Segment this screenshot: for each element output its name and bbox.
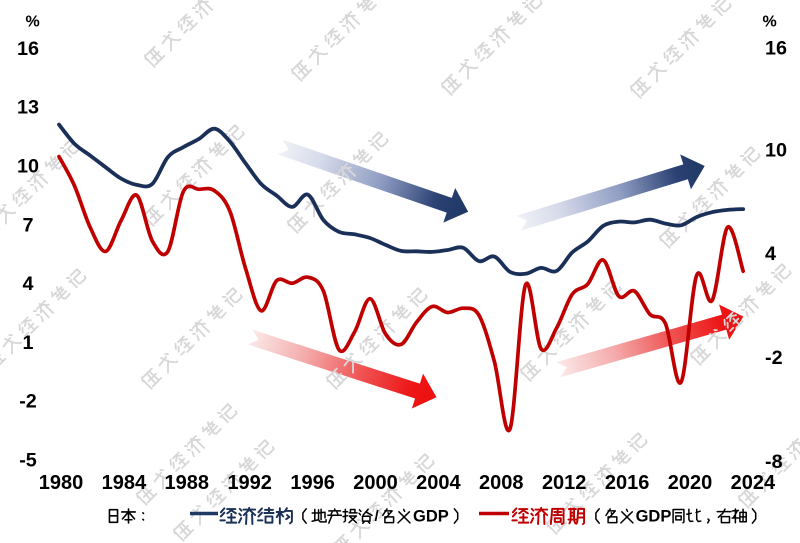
svg-text:10: 10 bbox=[17, 156, 39, 178]
svg-text:4: 4 bbox=[765, 243, 776, 265]
svg-text:1: 1 bbox=[22, 332, 33, 354]
svg-text:2012: 2012 bbox=[542, 472, 587, 494]
svg-text:GDP: GDP bbox=[636, 508, 672, 526]
svg-text:13: 13 bbox=[17, 97, 39, 119]
svg-text:2020: 2020 bbox=[668, 472, 713, 494]
svg-text:2016: 2016 bbox=[605, 472, 650, 494]
svg-text:-2: -2 bbox=[765, 347, 783, 369]
svg-text:10: 10 bbox=[765, 140, 787, 162]
svg-text:1984: 1984 bbox=[102, 472, 147, 494]
svg-text:2024: 2024 bbox=[731, 472, 776, 494]
svg-text:7: 7 bbox=[22, 214, 33, 236]
svg-text:2008: 2008 bbox=[479, 472, 524, 494]
svg-text:2004: 2004 bbox=[416, 472, 461, 494]
svg-text:16: 16 bbox=[17, 38, 39, 60]
svg-text:-8: -8 bbox=[765, 451, 783, 473]
svg-text:-2: -2 bbox=[19, 391, 37, 413]
svg-text:2000: 2000 bbox=[353, 472, 398, 494]
svg-text:%: % bbox=[763, 14, 777, 31]
svg-text:-5: -5 bbox=[19, 450, 37, 472]
svg-text:16: 16 bbox=[765, 37, 787, 59]
svg-text:4: 4 bbox=[22, 273, 33, 295]
svg-text:GDP: GDP bbox=[413, 508, 449, 526]
svg-text:1996: 1996 bbox=[290, 472, 335, 494]
svg-text:/: / bbox=[375, 508, 380, 525]
svg-text:1992: 1992 bbox=[227, 472, 272, 494]
svg-text:1980: 1980 bbox=[39, 472, 84, 494]
svg-text:1988: 1988 bbox=[165, 472, 210, 494]
svg-text:%: % bbox=[26, 14, 40, 31]
